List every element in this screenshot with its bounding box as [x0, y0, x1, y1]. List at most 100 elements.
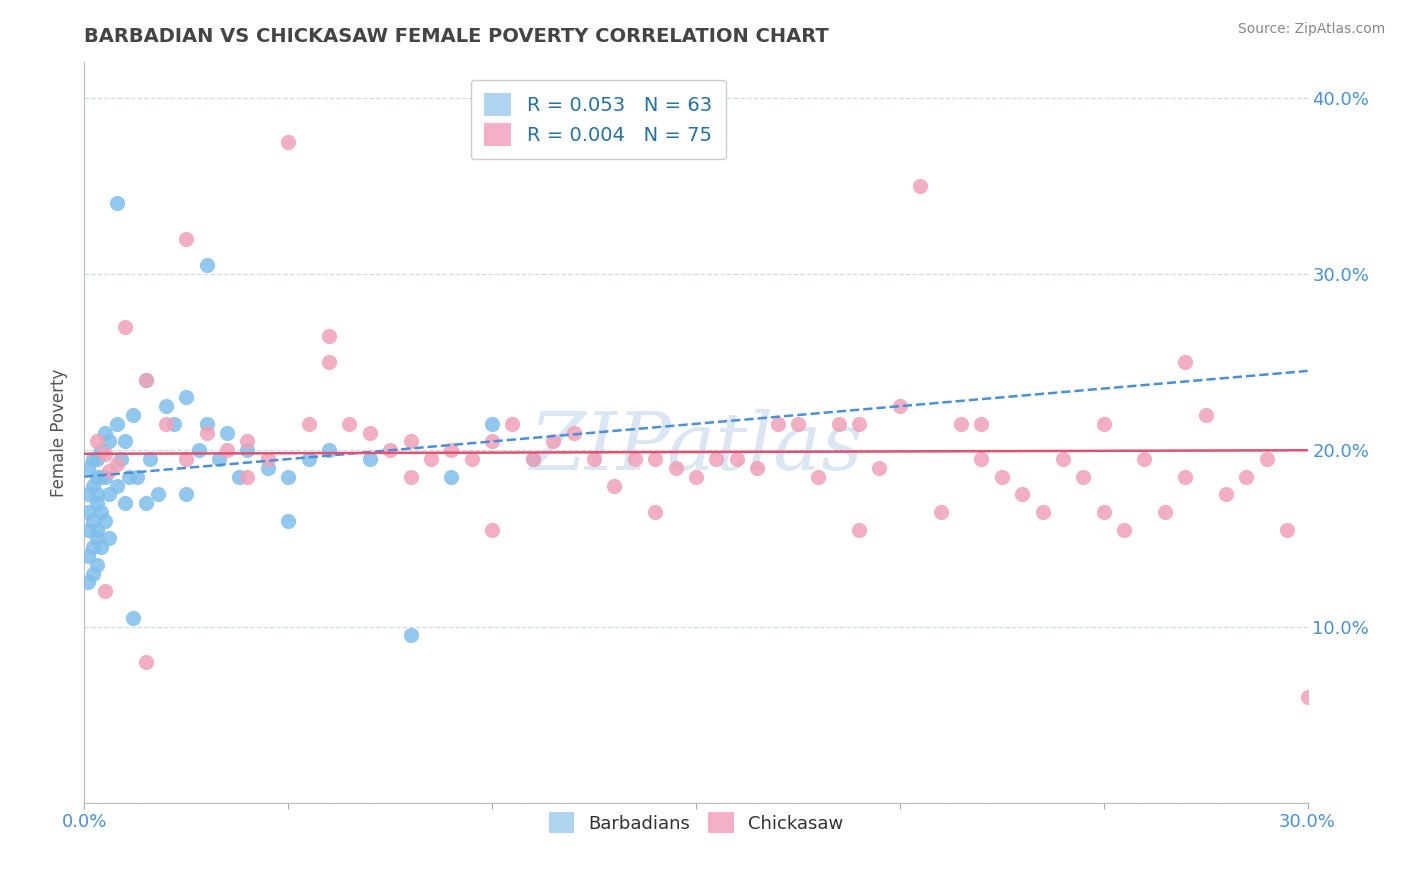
Point — [195, 417, 218, 431]
Point — [1215, 487, 1237, 501]
Point — [644, 452, 666, 467]
Point — [86, 523, 108, 537]
Point — [86, 434, 108, 449]
Point — [440, 469, 463, 483]
Point — [583, 452, 606, 467]
Point — [1277, 523, 1299, 537]
Point — [77, 575, 100, 590]
Point — [195, 425, 218, 440]
Point — [82, 540, 104, 554]
Point — [90, 505, 112, 519]
Point — [481, 523, 503, 537]
Point — [1195, 408, 1218, 422]
Point — [163, 417, 186, 431]
Point — [174, 390, 197, 404]
Text: ZIPatlas: ZIPatlas — [529, 409, 863, 486]
Point — [86, 532, 108, 546]
Point — [848, 523, 870, 537]
Point — [90, 540, 112, 554]
Point — [146, 487, 169, 501]
Point — [1256, 452, 1278, 467]
Point — [970, 452, 993, 467]
Point — [461, 452, 484, 467]
Point — [114, 319, 136, 334]
Point — [135, 496, 157, 510]
Point — [236, 469, 259, 483]
Point — [889, 399, 911, 413]
Point — [359, 425, 381, 440]
Point — [135, 655, 157, 669]
Point — [174, 232, 197, 246]
Y-axis label: Female Poverty: Female Poverty — [51, 368, 69, 497]
Point — [1052, 452, 1074, 467]
Point — [747, 461, 769, 475]
Point — [135, 373, 157, 387]
Point — [118, 469, 141, 483]
Point — [1073, 469, 1095, 483]
Point — [155, 417, 177, 431]
Point — [93, 425, 115, 440]
Point — [77, 461, 100, 475]
Point — [725, 452, 748, 467]
Point — [277, 135, 299, 149]
Point — [97, 487, 120, 501]
Point — [644, 505, 666, 519]
Point — [90, 469, 112, 483]
Point — [93, 447, 115, 461]
Point — [318, 328, 340, 343]
Point — [135, 373, 157, 387]
Point — [236, 434, 259, 449]
Point — [90, 443, 112, 458]
Point — [277, 514, 299, 528]
Point — [420, 452, 443, 467]
Point — [298, 417, 321, 431]
Point — [1092, 417, 1115, 431]
Point — [217, 443, 239, 458]
Point — [195, 258, 218, 272]
Point — [114, 434, 136, 449]
Point — [114, 496, 136, 510]
Point — [97, 464, 120, 478]
Text: BARBADIAN VS CHICKASAW FEMALE POVERTY CORRELATION CHART: BARBADIAN VS CHICKASAW FEMALE POVERTY CO… — [84, 27, 830, 45]
Point — [138, 452, 160, 467]
Point — [93, 514, 115, 528]
Point — [1032, 505, 1054, 519]
Point — [502, 417, 524, 431]
Point — [440, 443, 463, 458]
Point — [217, 425, 239, 440]
Point — [787, 417, 810, 431]
Point — [481, 417, 503, 431]
Point — [706, 452, 728, 467]
Legend: Barbadians, Chickasaw: Barbadians, Chickasaw — [536, 799, 856, 846]
Point — [481, 434, 503, 449]
Point — [359, 452, 381, 467]
Point — [665, 461, 688, 475]
Point — [97, 434, 120, 449]
Point — [93, 469, 115, 483]
Point — [685, 469, 707, 483]
Point — [1236, 469, 1258, 483]
Point — [339, 417, 361, 431]
Point — [77, 505, 100, 519]
Point — [82, 566, 104, 581]
Point — [174, 452, 197, 467]
Point — [174, 487, 197, 501]
Point — [277, 469, 299, 483]
Point — [543, 434, 565, 449]
Point — [603, 478, 626, 492]
Point — [991, 469, 1014, 483]
Point — [77, 487, 100, 501]
Point — [1174, 469, 1197, 483]
Point — [1114, 523, 1136, 537]
Point — [122, 408, 145, 422]
Point — [105, 478, 128, 492]
Point — [910, 178, 932, 193]
Point — [236, 443, 259, 458]
Point — [86, 452, 108, 467]
Point — [208, 452, 231, 467]
Point — [1154, 505, 1177, 519]
Point — [82, 514, 104, 528]
Point — [86, 558, 108, 572]
Point — [77, 549, 100, 563]
Point — [522, 452, 544, 467]
